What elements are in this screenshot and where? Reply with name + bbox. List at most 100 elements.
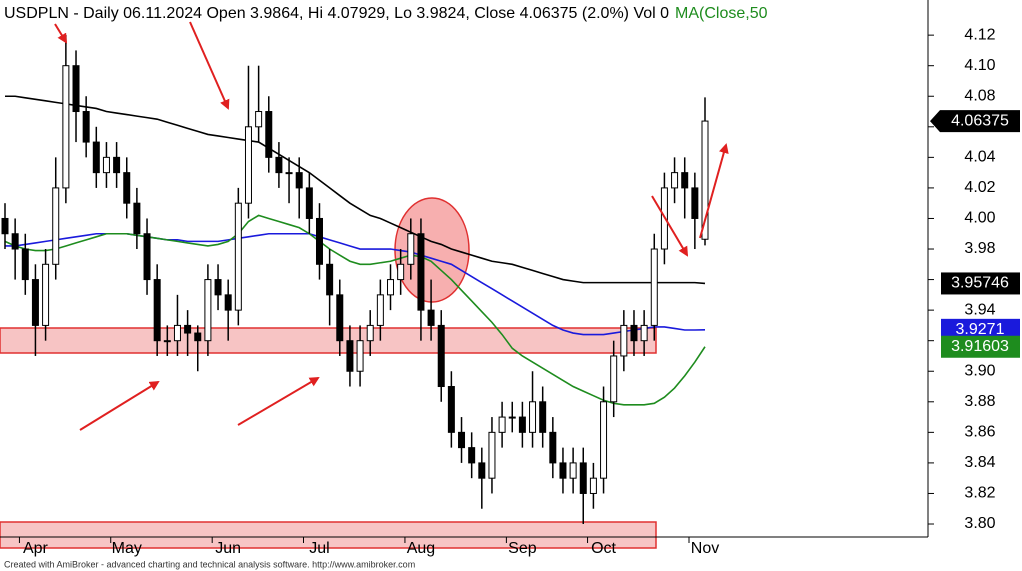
footer: Created with AmiBroker - advanced charti… [4,559,415,569]
candle-body [366,324,374,342]
candle-body [417,233,425,311]
candle-body [437,324,445,388]
candle-body [376,294,384,326]
candle-body [508,416,516,419]
plot-area [1,35,709,525]
candle-body [427,309,435,326]
y-tick-label: 3.84 [964,454,995,471]
candle-body [458,431,466,449]
value-label-box [941,318,1020,341]
title-text: USDPLN - Daily 06.11.2024 Open 3.9864, H… [4,5,669,22]
candle-body [255,111,263,128]
arrow [651,195,689,257]
candle-body [691,187,699,219]
value-label-box [941,335,1020,358]
candle-body [468,447,476,464]
y-tick-label: 3.80 [964,515,995,532]
candle-body [31,279,39,326]
y-tick-label: 3.82 [964,485,995,502]
candle-body [82,111,90,143]
x-tick-label: Jun [215,540,241,557]
x-tick-label: Nov [691,540,719,557]
candle-body [133,202,141,235]
candle-body [498,416,506,433]
candle-body [62,65,70,189]
ma-line [4,214,706,406]
candle-body [407,233,415,265]
candle-body [600,401,608,479]
candle-body [387,279,395,296]
candle-body [315,217,323,265]
candle-body [244,126,252,204]
candle-body [214,279,222,296]
candle-body [11,233,19,250]
candle-body [539,401,547,433]
candle-body [478,462,486,479]
y-tick-label: 3.88 [964,393,995,410]
candle-body [559,462,567,479]
candle-body [184,324,192,334]
candle-body [224,294,232,311]
annotations [0,197,657,549]
y-tick-label: 3.86 [964,424,995,441]
candle-body [1,217,9,235]
candle-body [529,401,537,433]
candle-body [72,65,80,113]
x-tick-label: Oct [591,540,616,557]
candle-body [326,263,334,296]
value-label-box [941,272,1020,295]
arrows [54,21,729,431]
support-zone [0,521,657,549]
ma-label: MA(Close,50 [675,5,768,22]
candle-body [123,172,131,204]
support-zone [0,327,657,354]
chart-title: USDPLN - Daily 06.11.2024 Open 3.9864, H… [4,5,768,22]
candle-body [194,332,202,342]
candle-body [52,187,60,265]
candle-body [275,156,283,174]
candle-body [265,111,273,158]
candle-body [671,172,679,189]
candle-body [630,324,638,342]
x-tick-label: Apr [23,540,49,557]
y-tick-label: 4.02 [964,179,995,196]
x-tick-label: Aug [407,540,435,557]
candle-body [569,462,577,479]
candle-body [397,263,405,281]
y-tick-label: 4.00 [964,210,995,227]
candle-body [204,279,212,342]
candle-body [295,172,303,189]
candle-body [549,431,557,464]
candle-body [518,416,526,433]
arrow [189,21,230,110]
candle-body [92,141,100,174]
y-tick-label: 4.04 [964,149,995,166]
candle-body [356,340,364,372]
value-label: 4.06375 [951,112,1009,129]
candle-body [579,462,587,494]
candle-body [589,477,597,494]
y-tick-label: 4.12 [964,26,995,43]
candle-body [285,172,293,175]
y-tick-label: 4.10 [964,57,995,74]
candle-body [681,172,689,189]
arrow [237,376,320,426]
candle-body [650,248,658,326]
ma-line [5,95,706,285]
candle-body [701,120,709,240]
y-tick-label: 3.90 [964,362,995,379]
value-label: 3.91603 [951,338,1009,355]
candle-body [163,340,171,343]
candle-body [447,386,455,433]
candle-body [346,340,354,372]
value-label: 3.9271 [956,321,1005,338]
arrow [699,143,729,239]
arrow [54,23,68,44]
candle-body [42,263,50,326]
value-label-box [930,110,1020,133]
candle-body [113,156,121,174]
candle-body [153,279,161,342]
candle-body [143,233,151,281]
